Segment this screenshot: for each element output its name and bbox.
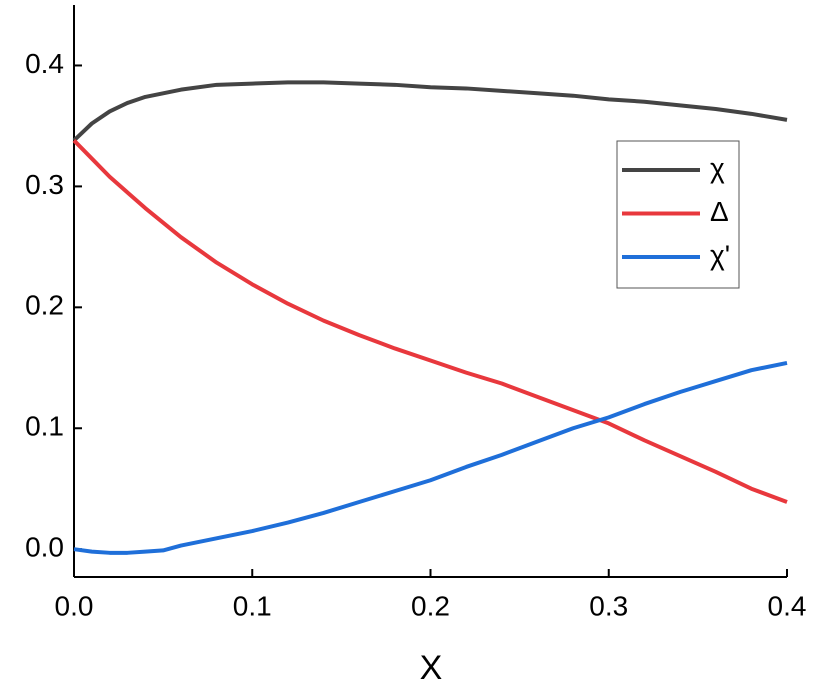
x-tick-label: 0.1 [233,590,272,621]
x-tick-label: 0.4 [768,590,807,621]
y-tick-label: 0.4 [25,48,64,79]
legend-label: Δ [710,196,729,227]
legend-label: χ' [710,239,730,270]
x-tick-label: 0.3 [589,590,628,621]
data-line [72,80,788,142]
x-axis-label: X [420,649,443,687]
y-tick-label: 0.3 [25,169,64,200]
y-tick-label: 0.0 [25,532,64,563]
x-tick-label: 0.2 [411,590,450,621]
x-tick-label: 0.0 [55,590,94,621]
legend-label: χ [710,152,725,183]
y-tick-label: 0.1 [25,411,64,442]
y-tick-label: 0.2 [25,290,64,321]
data-line [72,139,788,504]
data-line [73,360,788,555]
